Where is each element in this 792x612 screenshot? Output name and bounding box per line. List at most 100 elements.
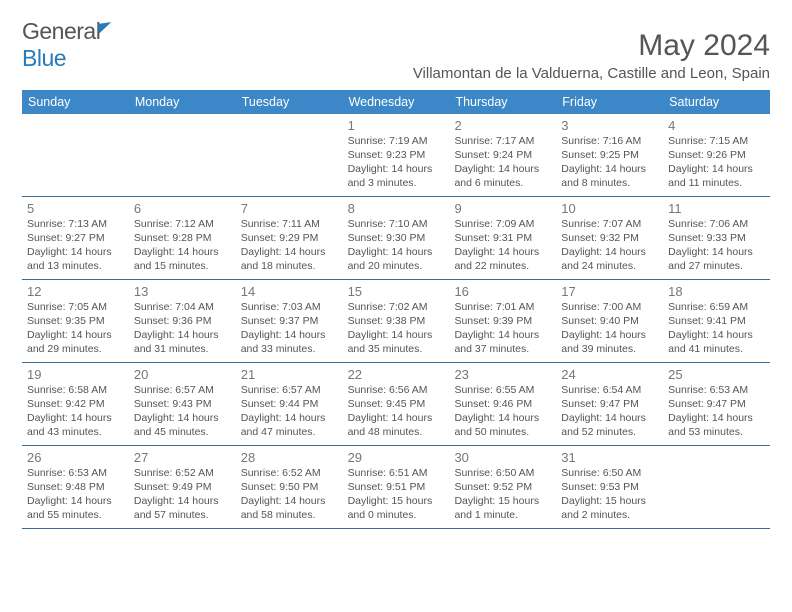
sunrise-text: Sunrise: 7:15 AM: [668, 135, 765, 149]
sunrise-text: Sunrise: 6:59 AM: [668, 301, 765, 315]
week-row: 12Sunrise: 7:05 AMSunset: 9:35 PMDayligh…: [22, 280, 770, 363]
day-cell: 11Sunrise: 7:06 AMSunset: 9:33 PMDayligh…: [663, 197, 770, 279]
day-cell: 16Sunrise: 7:01 AMSunset: 9:39 PMDayligh…: [449, 280, 556, 362]
sunset-text: Sunset: 9:32 PM: [561, 232, 658, 246]
sunrise-text: Sunrise: 6:50 AM: [454, 467, 551, 481]
sunrise-text: Sunrise: 7:09 AM: [454, 218, 551, 232]
day-cell: 15Sunrise: 7:02 AMSunset: 9:38 PMDayligh…: [343, 280, 450, 362]
sunrise-text: Sunrise: 7:07 AM: [561, 218, 658, 232]
daylight-text: Daylight: 14 hours and 24 minutes.: [561, 246, 658, 274]
day-number: 7: [241, 200, 338, 217]
day-cell: [22, 114, 129, 196]
daylight-text: Daylight: 14 hours and 8 minutes.: [561, 163, 658, 191]
daylight-text: Daylight: 15 hours and 2 minutes.: [561, 495, 658, 523]
sunset-text: Sunset: 9:31 PM: [454, 232, 551, 246]
daylight-text: Daylight: 14 hours and 33 minutes.: [241, 329, 338, 357]
day-number: 30: [454, 449, 551, 466]
dow-wednesday: Wednesday: [343, 90, 450, 114]
sunrise-text: Sunrise: 7:05 AM: [27, 301, 124, 315]
page: GeneralBlue May 2024 Villamontan de la V…: [0, 0, 792, 529]
daylight-text: Daylight: 14 hours and 39 minutes.: [561, 329, 658, 357]
dow-tuesday: Tuesday: [236, 90, 343, 114]
daylight-text: Daylight: 14 hours and 48 minutes.: [348, 412, 445, 440]
sunrise-text: Sunrise: 7:16 AM: [561, 135, 658, 149]
daylight-text: Daylight: 14 hours and 6 minutes.: [454, 163, 551, 191]
sunrise-text: Sunrise: 7:17 AM: [454, 135, 551, 149]
sunrise-text: Sunrise: 6:53 AM: [668, 384, 765, 398]
daylight-text: Daylight: 14 hours and 11 minutes.: [668, 163, 765, 191]
sunrise-text: Sunrise: 6:53 AM: [27, 467, 124, 481]
day-cell: 31Sunrise: 6:50 AMSunset: 9:53 PMDayligh…: [556, 446, 663, 528]
weeks-container: 1Sunrise: 7:19 AMSunset: 9:23 PM Daylight…: [22, 114, 770, 529]
daylight-text: Daylight: 14 hours and 45 minutes.: [134, 412, 231, 440]
day-number: 4: [668, 117, 765, 134]
sunrise-text: Sunrise: 7:06 AM: [668, 218, 765, 232]
sunset-text: Sunset: 9:47 PM: [561, 398, 658, 412]
daylight-text: Daylight: 14 hours and 29 minutes.: [27, 329, 124, 357]
sunrise-text: Sunrise: 6:52 AM: [134, 467, 231, 481]
day-number: 2: [454, 117, 551, 134]
day-number: 22: [348, 366, 445, 383]
daylight-text: Daylight: 14 hours and 57 minutes.: [134, 495, 231, 523]
sunset-text: Sunset: 9:25 PM: [561, 149, 658, 163]
daylight-text: Daylight: 14 hours and 55 minutes.: [27, 495, 124, 523]
daylight-text: Daylight: 14 hours and 20 minutes.: [348, 246, 445, 274]
sunset-text: Sunset: 9:35 PM: [27, 315, 124, 329]
day-cell: 20Sunrise: 6:57 AMSunset: 9:43 PMDayligh…: [129, 363, 236, 445]
calendar: Sunday Monday Tuesday Wednesday Thursday…: [22, 90, 770, 529]
sunset-text: Sunset: 9:47 PM: [668, 398, 765, 412]
day-cell: 23Sunrise: 6:55 AMSunset: 9:46 PMDayligh…: [449, 363, 556, 445]
day-cell: [663, 446, 770, 528]
day-number: 9: [454, 200, 551, 217]
day-cell: 29Sunrise: 6:51 AMSunset: 9:51 PMDayligh…: [343, 446, 450, 528]
dow-saturday: Saturday: [663, 90, 770, 114]
sunrise-text: Sunrise: 7:00 AM: [561, 301, 658, 315]
daylight-text: Daylight: 14 hours and 47 minutes.: [241, 412, 338, 440]
day-number: 20: [134, 366, 231, 383]
day-number: 23: [454, 366, 551, 383]
daylight-text: Daylight: 15 hours and 1 minute.: [454, 495, 551, 523]
daylight-text: Daylight: 14 hours and 50 minutes.: [454, 412, 551, 440]
day-number: 10: [561, 200, 658, 217]
sunrise-text: Sunrise: 6:55 AM: [454, 384, 551, 398]
sunset-text: Sunset: 9:53 PM: [561, 481, 658, 495]
sunset-text: Sunset: 9:43 PM: [134, 398, 231, 412]
sunrise-text: Sunrise: 7:01 AM: [454, 301, 551, 315]
daylight-text: Daylight: 14 hours and 43 minutes.: [27, 412, 124, 440]
day-cell: 17Sunrise: 7:00 AMSunset: 9:40 PMDayligh…: [556, 280, 663, 362]
sunrise-text: Sunrise: 7:13 AM: [27, 218, 124, 232]
day-cell: 10Sunrise: 7:07 AMSunset: 9:32 PMDayligh…: [556, 197, 663, 279]
sunrise-text: Sunrise: 7:04 AM: [134, 301, 231, 315]
sunrise-text: Sunrise: 7:02 AM: [348, 301, 445, 315]
sunrise-text: Sunrise: 7:19 AM: [348, 135, 445, 149]
sunset-text: Sunset: 9:49 PM: [134, 481, 231, 495]
day-cell: 3Sunrise: 7:16 AMSunset: 9:25 PMDaylight…: [556, 114, 663, 196]
day-cell: 5Sunrise: 7:13 AMSunset: 9:27 PMDaylight…: [22, 197, 129, 279]
sunset-text: Sunset: 9:45 PM: [348, 398, 445, 412]
day-cell: 7Sunrise: 7:11 AMSunset: 9:29 PMDaylight…: [236, 197, 343, 279]
sunset-text: Sunset: 9:24 PM: [454, 149, 551, 163]
sunset-text: Sunset: 9:23 PM: [348, 149, 445, 163]
day-number: 28: [241, 449, 338, 466]
day-cell: 13Sunrise: 7:04 AMSunset: 9:36 PMDayligh…: [129, 280, 236, 362]
day-number: 3: [561, 117, 658, 134]
day-number: 13: [134, 283, 231, 300]
daylight-text: Daylight: 14 hours and 52 minutes.: [561, 412, 658, 440]
month-title: May 2024: [413, 29, 770, 63]
sunset-text: Sunset: 9:30 PM: [348, 232, 445, 246]
day-number: 5: [27, 200, 124, 217]
sunset-text: Sunset: 9:52 PM: [454, 481, 551, 495]
sunset-text: Sunset: 9:38 PM: [348, 315, 445, 329]
day-cell: 30Sunrise: 6:50 AMSunset: 9:52 PMDayligh…: [449, 446, 556, 528]
sunset-text: Sunset: 9:37 PM: [241, 315, 338, 329]
day-number: 18: [668, 283, 765, 300]
dow-thursday: Thursday: [449, 90, 556, 114]
sunset-text: Sunset: 9:29 PM: [241, 232, 338, 246]
day-number: 1: [348, 117, 445, 134]
sunrise-text: Sunrise: 6:51 AM: [348, 467, 445, 481]
sunrise-text: Sunrise: 7:12 AM: [134, 218, 231, 232]
sunset-text: Sunset: 9:44 PM: [241, 398, 338, 412]
day-cell: 9Sunrise: 7:09 AMSunset: 9:31 PMDaylight…: [449, 197, 556, 279]
title-block: May 2024 Villamontan de la Valduerna, Ca…: [413, 29, 770, 82]
day-cell: 25Sunrise: 6:53 AMSunset: 9:47 PMDayligh…: [663, 363, 770, 445]
